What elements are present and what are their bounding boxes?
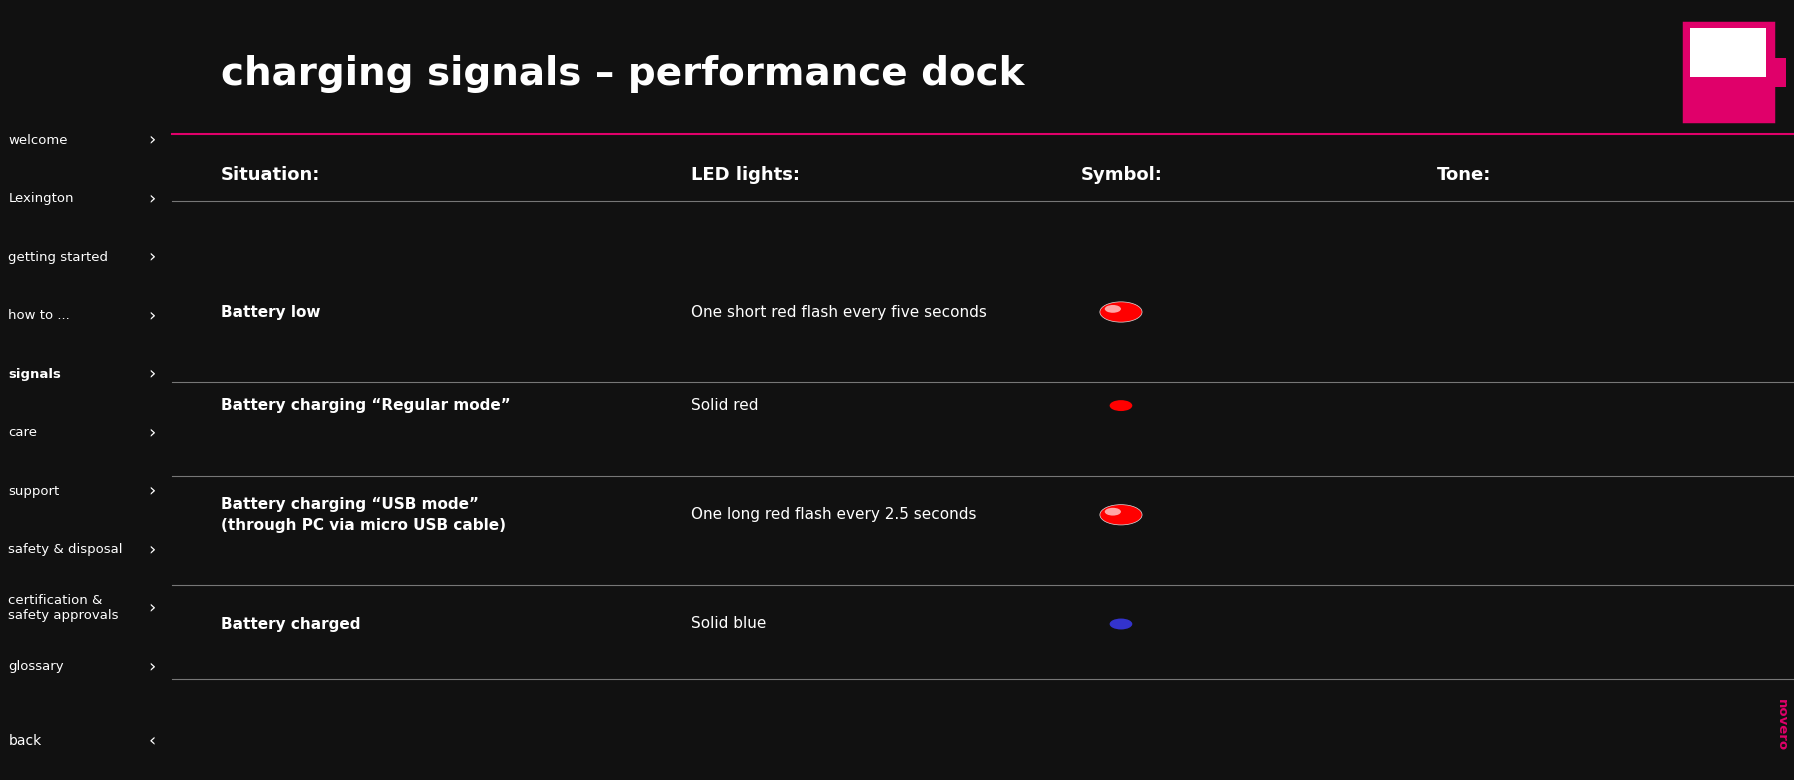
Text: getting started: getting started xyxy=(9,251,108,264)
Text: LED lights:: LED lights: xyxy=(691,166,800,185)
Text: ›: › xyxy=(149,248,156,267)
Text: charging signals – performance dock: charging signals – performance dock xyxy=(221,55,1024,93)
Circle shape xyxy=(1105,508,1121,516)
Text: back: back xyxy=(9,734,41,748)
Text: Lexington: Lexington xyxy=(9,193,74,205)
FancyBboxPatch shape xyxy=(1690,28,1767,77)
FancyBboxPatch shape xyxy=(1685,23,1772,121)
Circle shape xyxy=(1105,305,1121,313)
Text: how to ...: how to ... xyxy=(9,310,70,322)
Text: Solid red: Solid red xyxy=(691,398,759,413)
Circle shape xyxy=(1110,619,1132,629)
Text: ›: › xyxy=(149,190,156,208)
Text: novero: novero xyxy=(1774,700,1787,751)
Circle shape xyxy=(1100,302,1143,322)
Text: Battery charged: Battery charged xyxy=(221,616,361,632)
Circle shape xyxy=(1110,400,1132,411)
Text: One long red flash every 2.5 seconds: One long red flash every 2.5 seconds xyxy=(691,507,976,523)
Text: ›: › xyxy=(149,541,156,559)
Text: Solid blue: Solid blue xyxy=(691,616,766,632)
Text: One short red flash every five seconds: One short red flash every five seconds xyxy=(691,304,987,320)
Text: ‹: ‹ xyxy=(149,732,156,750)
Text: Battery charging “USB mode”
(through PC via micro USB cable): Battery charging “USB mode” (through PC … xyxy=(221,497,506,533)
Text: certification &
safety approvals: certification & safety approvals xyxy=(9,594,118,622)
Text: ›: › xyxy=(149,599,156,618)
Text: Battery low: Battery low xyxy=(221,304,321,320)
Text: Situation:: Situation: xyxy=(221,166,321,185)
Circle shape xyxy=(1100,505,1143,525)
Text: ›: › xyxy=(149,424,156,442)
Text: safety & disposal: safety & disposal xyxy=(9,544,124,556)
Text: ›: › xyxy=(149,658,156,676)
Text: ›: › xyxy=(149,131,156,150)
FancyBboxPatch shape xyxy=(1772,58,1785,87)
Text: signals: signals xyxy=(9,368,61,381)
Text: Symbol:: Symbol: xyxy=(1080,166,1163,185)
Text: care: care xyxy=(9,427,38,439)
Text: ›: › xyxy=(149,365,156,384)
Text: ›: › xyxy=(149,482,156,501)
Text: welcome: welcome xyxy=(9,134,68,147)
Text: ›: › xyxy=(149,307,156,325)
Text: Battery charging “Regular mode”: Battery charging “Regular mode” xyxy=(221,398,511,413)
Text: Tone:: Tone: xyxy=(1437,166,1491,185)
Text: glossary: glossary xyxy=(9,661,65,673)
Text: support: support xyxy=(9,485,59,498)
